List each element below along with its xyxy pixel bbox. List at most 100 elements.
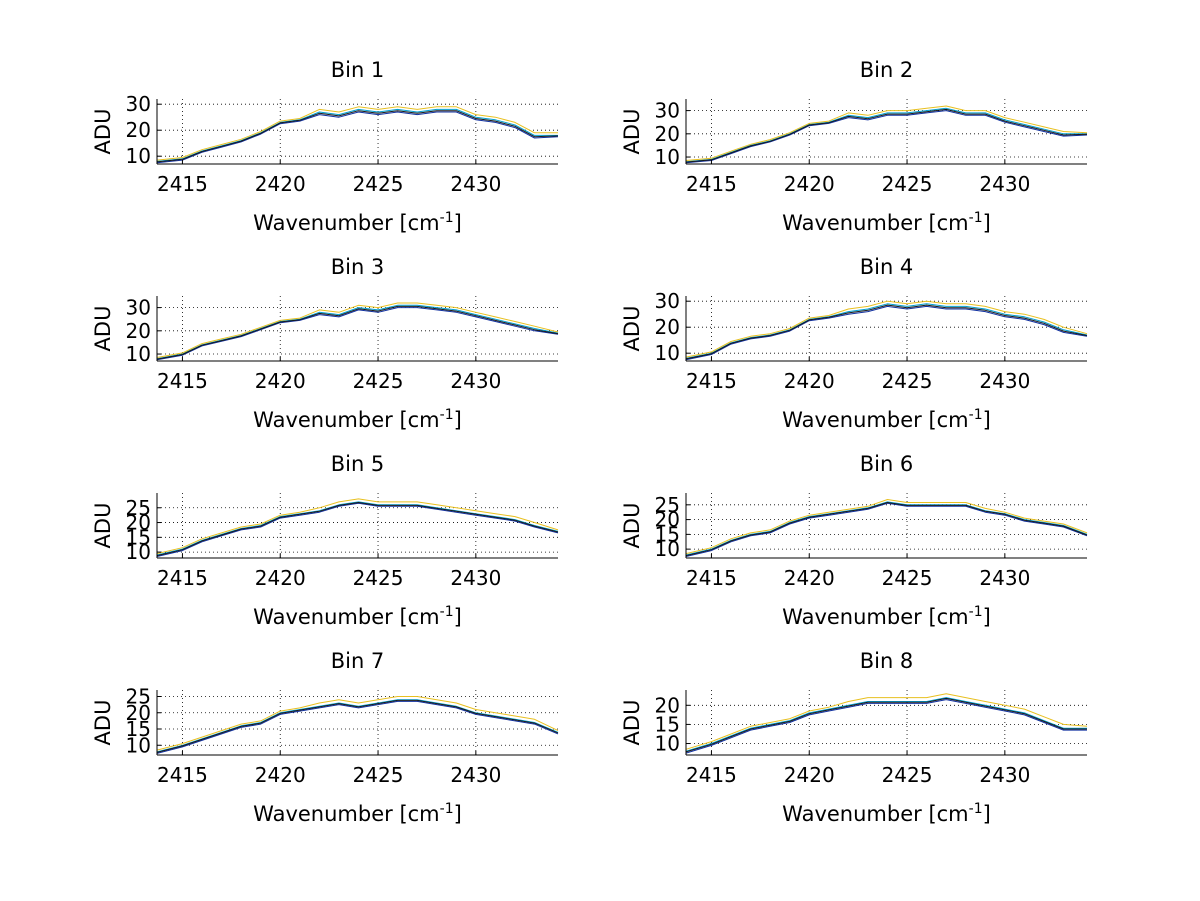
x-tick-label: 2415 [157,763,208,787]
x-tick-label: 2420 [255,369,306,393]
series-line-3 [156,696,559,751]
x-tick-label: 2430 [979,369,1030,393]
x-tick-label: 2415 [686,172,737,196]
x-tick-label: 2430 [979,763,1030,787]
x-tick-label: 2415 [157,369,208,393]
series-line-4 [685,304,1088,360]
y-tick-label: 20 [655,315,680,339]
y-tick-label: 25 [126,685,151,709]
y-tick-label: 10 [126,540,151,564]
series-line-2 [685,699,1087,754]
plot-area [686,690,1087,755]
subplot-title: Bin 7 [331,649,385,673]
series-line-2 [156,111,559,164]
x-axis-label: Wavenumber [cm-1] [253,210,462,235]
y-axis-label: ADU [620,109,644,155]
subplot-title: Bin 6 [860,452,914,476]
x-tick-label: 2430 [450,566,501,590]
series-line-3 [156,106,558,161]
y-tick-label: 15 [655,522,680,546]
y-tick-label: 30 [655,99,680,123]
x-tick-label: 2425 [882,172,933,196]
x-axis-label: Wavenumber [cm-1] [253,407,462,432]
series-line-1 [685,697,1087,752]
series-line-1 [685,501,1088,556]
x-axis-label: Wavenumber [cm-1] [782,407,991,432]
x-tick-label: 2430 [979,172,1030,196]
x-tick-label: 2420 [255,763,306,787]
x-tick-label: 2415 [157,172,208,196]
y-tick-label: 30 [126,296,151,320]
x-tick-label: 2420 [255,172,306,196]
series-line-3 [685,105,1088,161]
x-tick-label: 2425 [882,763,933,787]
series-line-2 [156,700,559,754]
y-axis-label: ADU [620,306,644,352]
y-tick-label: 15 [655,712,680,736]
x-axis-label: Wavenumber [cm-1] [253,801,462,826]
y-tick-label: 30 [655,289,680,313]
series-line-2 [685,110,1088,164]
series-line-2 [685,502,1088,557]
plot-area [686,99,1087,164]
y-tick-label: 30 [126,92,151,116]
subplot-title: Bin 1 [331,58,385,82]
y-tick-label: 10 [655,341,680,365]
series-line-4 [156,305,559,360]
series-line-4 [685,108,1088,163]
y-axis-label: ADU [620,503,644,549]
series-line-4 [156,110,559,163]
y-tick-label: 20 [655,508,680,532]
y-tick-label: 10 [655,732,680,756]
series-line-3 [156,498,559,555]
series-line-3 [685,499,1088,555]
y-tick-label: 20 [655,693,680,717]
x-tick-label: 2415 [157,566,208,590]
y-tick-label: 10 [655,145,680,169]
y-tick-label: 25 [655,493,680,517]
x-tick-label: 2425 [353,566,404,590]
series-line-2 [156,502,559,557]
x-axis-label: Wavenumber [cm-1] [253,604,462,629]
series-line-4 [156,699,559,753]
y-axis-label: ADU [91,306,115,352]
subplot-title: Bin 8 [860,649,914,673]
x-axis-label: Wavenumber [cm-1] [782,604,991,629]
series-line-1 [156,699,559,753]
x-tick-label: 2415 [686,369,737,393]
series-line-3 [156,302,559,358]
plot-area [157,296,558,361]
y-tick-label: 25 [126,496,151,520]
x-tick-label: 2425 [353,763,404,787]
x-tick-label: 2425 [353,172,404,196]
x-tick-label: 2420 [784,369,835,393]
series-line-2 [685,305,1088,361]
y-tick-label: 10 [126,144,151,168]
x-tick-label: 2415 [686,566,737,590]
x-tick-label: 2430 [450,172,501,196]
subplot-title: Bin 4 [860,255,914,279]
series-line-2 [156,307,559,361]
x-tick-label: 2425 [353,369,404,393]
plot-area [157,690,558,755]
series-line-4 [156,502,559,557]
plot-area [157,99,558,164]
series-line-3 [685,300,1088,358]
x-tick-label: 2420 [784,763,835,787]
y-axis-label: ADU [91,503,115,549]
series-line-4 [685,697,1087,753]
y-tick-label: 10 [126,342,151,366]
series-line-1 [156,501,559,556]
y-tick-label: 15 [126,525,151,549]
y-tick-label: 20 [126,118,151,142]
x-tick-label: 2430 [450,369,501,393]
y-tick-label: 20 [126,701,151,725]
subplot-title: Bin 5 [331,452,385,476]
x-tick-label: 2415 [686,763,737,787]
